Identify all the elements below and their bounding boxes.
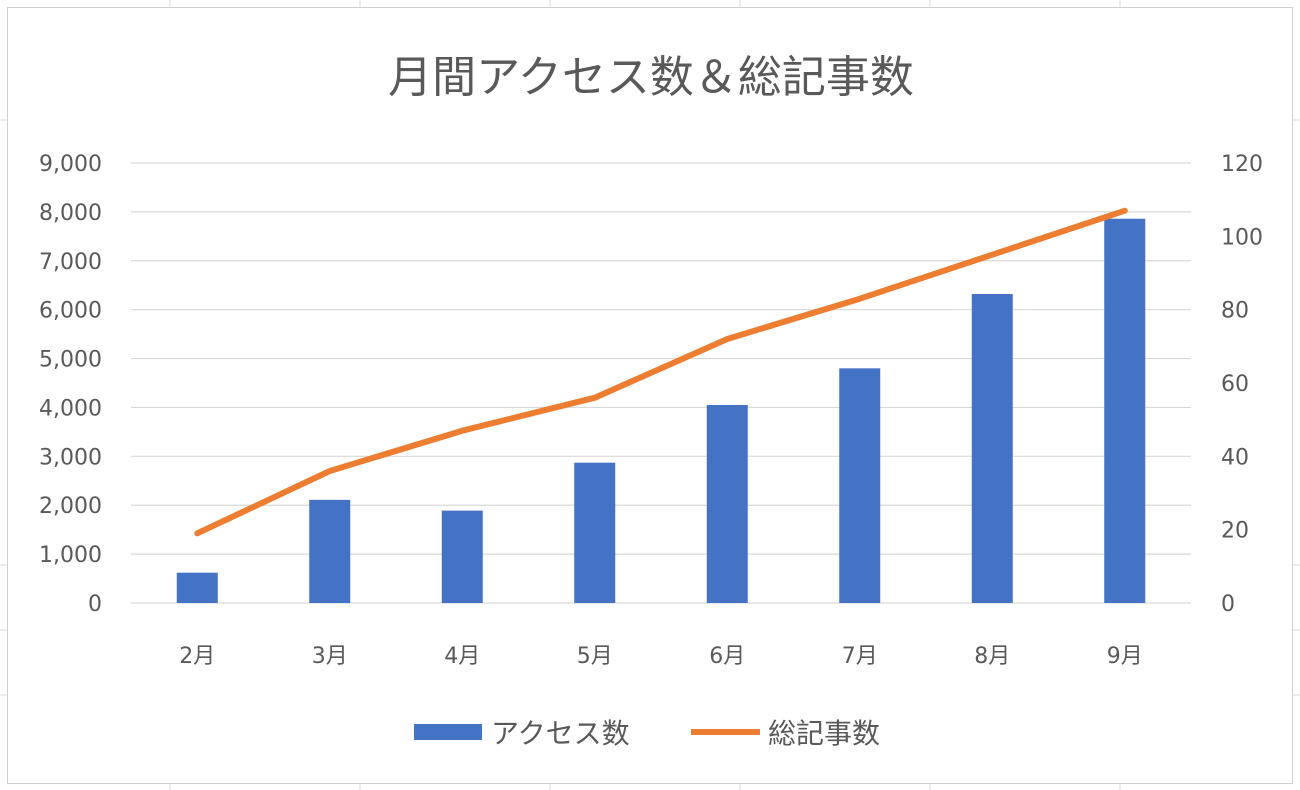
y-right-tick-label: 0 [1221, 592, 1235, 617]
combo-chart: 月間アクセス数＆総記事数 0 1,000 2,000 3,000 4,000 5,000 6,… [39, 52, 1263, 750]
y-right-tick-label: 100 [1221, 225, 1263, 250]
x-tick-label: 9月 [1107, 644, 1143, 669]
y-left-tick-label: 5,000 [39, 348, 102, 373]
bar-access [309, 499, 351, 603]
y-left-tick-label: 0 [88, 592, 102, 617]
chart-area[interactable]: 月間アクセス数＆総記事数 0 1,000 2,000 3,000 4,000 5,000 6,… [7, 7, 1293, 784]
y-left-tick-label: 4,000 [39, 396, 102, 421]
x-tick-label: 2月 [179, 644, 215, 669]
x-tick-label: 3月 [312, 644, 348, 669]
bar-access [971, 294, 1013, 603]
bar-access [176, 572, 218, 603]
line-articles [194, 207, 1128, 537]
x-tick-label: 4月 [444, 644, 480, 669]
legend-label-articles: 総記事数 [768, 717, 880, 750]
y-left-tick-label: 2,000 [39, 494, 102, 519]
x-tick-label: 6月 [709, 644, 745, 669]
y-left-tick-label: 9,000 [39, 152, 102, 177]
x-tick-label: 8月 [974, 644, 1010, 669]
y-right-tick-label: 20 [1221, 519, 1249, 544]
y-right-tick-label: 120 [1221, 152, 1263, 177]
x-tick-label: 7月 [842, 644, 878, 669]
y-right-tick-label: 60 [1221, 372, 1249, 397]
y-right-tick-label: 40 [1221, 445, 1249, 470]
y-left-tick-label: 3,000 [39, 445, 102, 470]
bar-access [441, 510, 483, 603]
bar-access [574, 462, 616, 603]
x-tick-label: 5月 [577, 644, 613, 669]
legend-label-access: アクセス数 [491, 717, 630, 750]
y-left-tick-label: 7,000 [39, 250, 102, 275]
y-left-tick-label: 8,000 [39, 201, 102, 226]
chart-title: 月間アクセス数＆総記事数 [388, 52, 914, 103]
y-left-tick-label: 1,000 [39, 543, 102, 568]
legend-swatch-access [414, 724, 482, 740]
bar-access [706, 405, 748, 603]
bar-access [1104, 218, 1146, 603]
y-right-tick-label: 80 [1221, 299, 1249, 324]
bar-access [839, 368, 881, 603]
y-left-tick-label: 6,000 [39, 299, 102, 324]
